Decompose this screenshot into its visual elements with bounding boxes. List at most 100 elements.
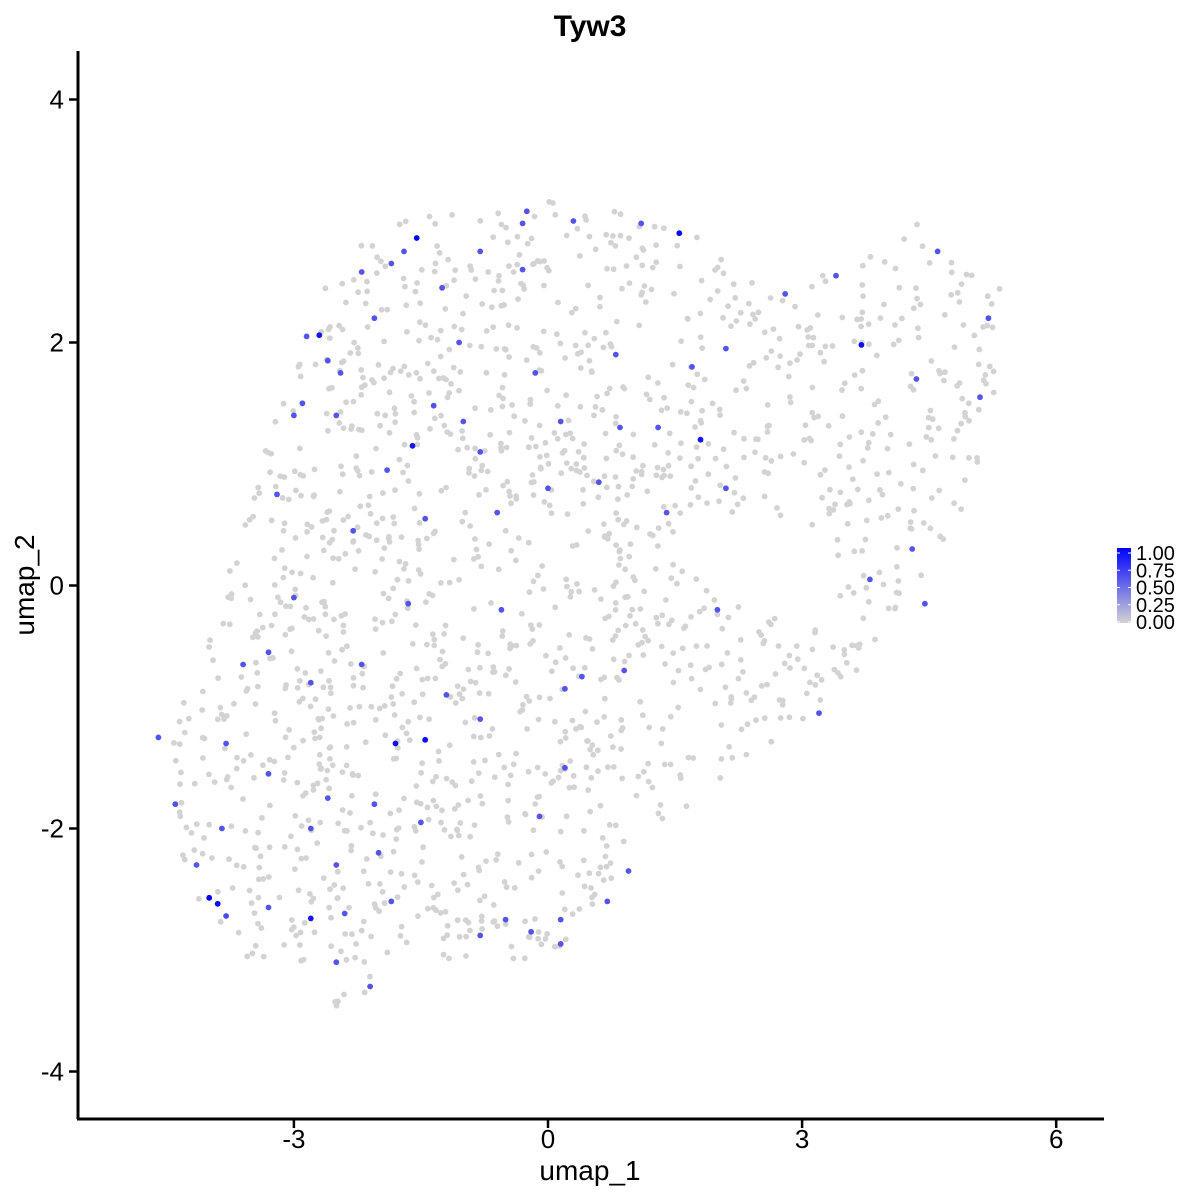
cell-point <box>448 833 454 840</box>
cell-point <box>506 429 513 436</box>
cell-point <box>323 633 329 639</box>
expressed-cell-point <box>291 594 297 601</box>
cell-point <box>895 337 902 344</box>
cell-point <box>301 614 308 620</box>
cell-point <box>199 734 206 741</box>
cell-point <box>379 619 386 626</box>
cell-point <box>745 300 752 307</box>
cell-point <box>298 855 305 862</box>
cell-point <box>381 900 388 906</box>
cell-point <box>792 303 798 310</box>
cell-point <box>217 704 224 711</box>
cell-point <box>819 494 825 501</box>
expressed-cell-point <box>676 230 683 237</box>
cell-point <box>639 712 646 719</box>
cell-point <box>403 302 410 309</box>
cell-point <box>716 498 722 505</box>
cell-point <box>915 334 922 341</box>
cell-point <box>459 428 465 434</box>
cell-point <box>750 311 756 318</box>
cell-point <box>775 643 782 649</box>
cell-point <box>661 472 667 479</box>
expressed-cell-point <box>413 235 420 241</box>
cell-point <box>298 492 304 499</box>
cell-point <box>490 919 497 925</box>
cell-point <box>860 293 866 300</box>
cell-point <box>415 913 421 919</box>
cell-point <box>786 714 793 721</box>
cell-point <box>988 301 995 307</box>
cell-point <box>414 280 420 286</box>
cell-point <box>851 548 858 555</box>
cell-point <box>562 728 569 735</box>
cell-point <box>417 300 424 307</box>
cell-point <box>373 445 379 452</box>
cell-point <box>764 423 771 430</box>
expressed-cell-point <box>307 915 314 922</box>
cell-point <box>601 695 608 702</box>
cell-point <box>220 620 227 627</box>
cell-point <box>521 955 528 962</box>
cell-point <box>743 690 750 696</box>
cell-point <box>493 346 500 352</box>
cell-point <box>822 467 828 473</box>
cell-point <box>379 515 386 522</box>
cell-point <box>865 598 872 605</box>
cell-point <box>405 578 412 584</box>
cell-point <box>729 509 736 515</box>
cell-point <box>569 911 576 917</box>
cell-point <box>403 939 410 946</box>
cell-point <box>618 746 624 752</box>
cell-point <box>381 703 388 709</box>
cell-point <box>704 500 710 506</box>
cell-point <box>932 453 939 459</box>
cell-point <box>235 929 242 936</box>
cell-point <box>600 344 607 351</box>
cell-point <box>537 454 543 460</box>
cell-point <box>768 348 775 354</box>
cell-point <box>295 363 302 370</box>
cell-point <box>651 223 658 230</box>
cell-point <box>542 439 549 446</box>
cell-point <box>529 472 536 478</box>
y-tick-label: -4 <box>41 1057 64 1087</box>
cell-point <box>444 394 451 401</box>
cell-point <box>601 533 608 539</box>
cell-point <box>610 744 616 750</box>
cell-point <box>345 513 351 520</box>
cell-point <box>612 474 619 480</box>
cell-point <box>256 490 263 497</box>
cell-point <box>737 309 744 316</box>
cell-point <box>626 652 632 659</box>
expressed-cell-point <box>570 218 577 224</box>
cell-point <box>376 908 382 915</box>
cell-point <box>764 681 770 688</box>
expressed-cell-point <box>617 424 623 431</box>
cell-point <box>251 910 258 916</box>
cell-point <box>615 627 622 634</box>
cell-point <box>738 726 745 733</box>
expressed-cell-point <box>502 916 509 923</box>
cell-point <box>496 272 502 279</box>
cell-point <box>705 441 712 447</box>
cell-point <box>837 489 844 496</box>
cell-point <box>281 565 288 572</box>
cell-point <box>882 414 889 420</box>
cell-point <box>381 375 387 382</box>
cell-point <box>781 660 788 667</box>
cell-point <box>223 776 230 783</box>
cell-point <box>535 868 542 874</box>
cell-point <box>962 477 968 483</box>
cell-point <box>401 441 408 448</box>
cell-point <box>753 717 759 724</box>
cell-point <box>919 467 926 474</box>
expressed-cell-point <box>579 673 585 680</box>
cell-point <box>459 695 466 702</box>
cell-point <box>831 666 838 673</box>
cell-point <box>511 413 518 420</box>
cell-point <box>768 458 775 464</box>
cell-point <box>297 929 304 936</box>
expressed-cell-point <box>625 868 632 874</box>
cell-point <box>281 520 288 527</box>
cell-point <box>645 637 652 644</box>
